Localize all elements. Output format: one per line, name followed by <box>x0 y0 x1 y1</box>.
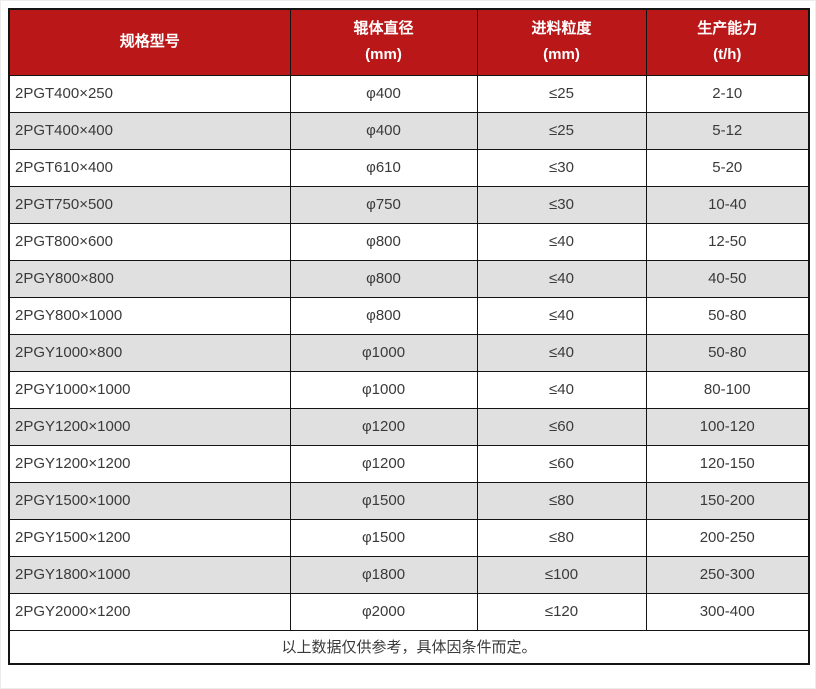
cell-model: 2PGY1500×1000 <box>8 481 291 520</box>
footnote-row: 以上数据仅供参考，具体因条件而定。 <box>8 629 810 665</box>
cell-diameter: φ1800 <box>289 555 478 594</box>
cell-diameter: φ400 <box>289 74 478 113</box>
col-header-diameter: 辊体直径 (mm) <box>289 8 478 76</box>
cell-model: 2PGY1200×1200 <box>8 444 291 483</box>
cell-capacity: 250-300 <box>645 555 810 594</box>
cell-capacity: 120-150 <box>645 444 810 483</box>
cell-model: 2PGT750×500 <box>8 185 291 224</box>
cell-feed-size: ≤40 <box>476 296 647 335</box>
cell-model: 2PGY800×1000 <box>8 296 291 335</box>
cell-feed-size: ≤30 <box>476 185 647 224</box>
col-header-feed-size-label: 进料粒度 <box>531 20 592 38</box>
cell-model: 2PGY2000×1200 <box>8 592 291 631</box>
col-header-feed-size-unit: (mm) <box>543 46 580 64</box>
table-row: 2PGY800×1000 φ800 ≤40 50-80 <box>8 296 810 335</box>
cell-model: 2PGT610×400 <box>8 148 291 187</box>
table-row: 2PGT610×400 φ610 ≤30 5-20 <box>8 148 810 187</box>
col-header-model: 规格型号 <box>8 8 291 76</box>
spec-table-body: 2PGT400×250 φ400 ≤25 2-10 2PGT400×400 φ400 ≤25… <box>8 74 810 631</box>
cell-model: 2PGY1200×1000 <box>8 407 291 446</box>
table-row: 2PGY2000×1200 φ2000 ≤120 300-400 <box>8 592 810 631</box>
cell-diameter: φ400 <box>289 111 478 150</box>
table-row: 2PGY1000×1000 φ1000 ≤40 80-100 <box>8 370 810 409</box>
cell-feed-size: ≤40 <box>476 370 647 409</box>
table-row: 2PGT750×500 φ750 ≤30 10-40 <box>8 185 810 224</box>
cell-capacity: 5-12 <box>645 111 810 150</box>
cell-feed-size: ≤25 <box>476 111 647 150</box>
spec-table-footer: 以上数据仅供参考，具体因条件而定。 <box>8 629 810 665</box>
cell-capacity: 2-10 <box>645 74 810 113</box>
cell-capacity: 300-400 <box>645 592 810 631</box>
cell-capacity: 150-200 <box>645 481 810 520</box>
cell-diameter: φ1000 <box>289 370 478 409</box>
cell-diameter: φ800 <box>289 259 478 298</box>
cell-model: 2PGY1500×1200 <box>8 518 291 557</box>
col-header-capacity: 生产能力 (t/h) <box>645 8 810 76</box>
table-row: 2PGY1000×800 φ1000 ≤40 50-80 <box>8 333 810 372</box>
cell-feed-size: ≤60 <box>476 444 647 483</box>
cell-feed-size: ≤80 <box>476 481 647 520</box>
cell-feed-size: ≤40 <box>476 333 647 372</box>
table-row: 2PGT800×600 φ800 ≤40 12-50 <box>8 222 810 261</box>
cell-diameter: φ610 <box>289 148 478 187</box>
cell-capacity: 50-80 <box>645 333 810 372</box>
cell-model: 2PGY800×800 <box>8 259 291 298</box>
table-row: 2PGT400×400 φ400 ≤25 5-12 <box>8 111 810 150</box>
table-row: 2PGY1200×1000 φ1200 ≤60 100-120 <box>8 407 810 446</box>
header-row: 规格型号 辊体直径 (mm) 进料粒度 (mm) 生产能力 (t/h) <box>8 8 810 76</box>
table-row: 2PGT400×250 φ400 ≤25 2-10 <box>8 74 810 113</box>
table-row: 2PGY1500×1200 φ1500 ≤80 200-250 <box>8 518 810 557</box>
cell-feed-size: ≤40 <box>476 222 647 261</box>
cell-feed-size: ≤60 <box>476 407 647 446</box>
cell-model: 2PGT800×600 <box>8 222 291 261</box>
cell-diameter: φ750 <box>289 185 478 224</box>
col-header-model-label: 规格型号 <box>119 33 180 51</box>
cell-capacity: 50-80 <box>645 296 810 335</box>
cell-capacity: 12-50 <box>645 222 810 261</box>
cell-diameter: φ800 <box>289 222 478 261</box>
spec-table-header: 规格型号 辊体直径 (mm) 进料粒度 (mm) 生产能力 (t/h) <box>8 8 810 76</box>
cell-model: 2PGT400×250 <box>8 74 291 113</box>
cell-diameter: φ1200 <box>289 444 478 483</box>
cell-diameter: φ1000 <box>289 333 478 372</box>
col-header-diameter-label: 辊体直径 <box>353 20 414 38</box>
cell-feed-size: ≤25 <box>476 74 647 113</box>
footnote-text: 以上数据仅供参考，具体因条件而定。 <box>8 629 810 665</box>
col-header-feed-size: 进料粒度 (mm) <box>476 8 647 76</box>
cell-model: 2PGY1000×800 <box>8 333 291 372</box>
cell-feed-size: ≤30 <box>476 148 647 187</box>
cell-capacity: 100-120 <box>645 407 810 446</box>
col-header-diameter-unit: (mm) <box>365 46 402 64</box>
cell-feed-size: ≤40 <box>476 259 647 298</box>
cell-diameter: φ800 <box>289 296 478 335</box>
cell-diameter: φ1200 <box>289 407 478 446</box>
table-row: 2PGY1500×1000 φ1500 ≤80 150-200 <box>8 481 810 520</box>
cell-diameter: φ1500 <box>289 481 478 520</box>
col-header-capacity-unit: (t/h) <box>713 46 742 64</box>
cell-model: 2PGY1000×1000 <box>8 370 291 409</box>
table-row: 2PGY800×800 φ800 ≤40 40-50 <box>8 259 810 298</box>
table-row: 2PGY1800×1000 φ1800 ≤100 250-300 <box>8 555 810 594</box>
cell-capacity: 200-250 <box>645 518 810 557</box>
cell-capacity: 10-40 <box>645 185 810 224</box>
table-row: 2PGY1200×1200 φ1200 ≤60 120-150 <box>8 444 810 483</box>
cell-diameter: φ2000 <box>289 592 478 631</box>
col-header-capacity-label: 生产能力 <box>697 20 758 38</box>
cell-diameter: φ1500 <box>289 518 478 557</box>
cell-feed-size: ≤100 <box>476 555 647 594</box>
cell-capacity: 80-100 <box>645 370 810 409</box>
cell-capacity: 5-20 <box>645 148 810 187</box>
spec-table: 规格型号 辊体直径 (mm) 进料粒度 (mm) 生产能力 (t/h) 2PGT… <box>8 8 810 665</box>
cell-capacity: 40-50 <box>645 259 810 298</box>
cell-model: 2PGT400×400 <box>8 111 291 150</box>
cell-model: 2PGY1800×1000 <box>8 555 291 594</box>
cell-feed-size: ≤80 <box>476 518 647 557</box>
cell-feed-size: ≤120 <box>476 592 647 631</box>
